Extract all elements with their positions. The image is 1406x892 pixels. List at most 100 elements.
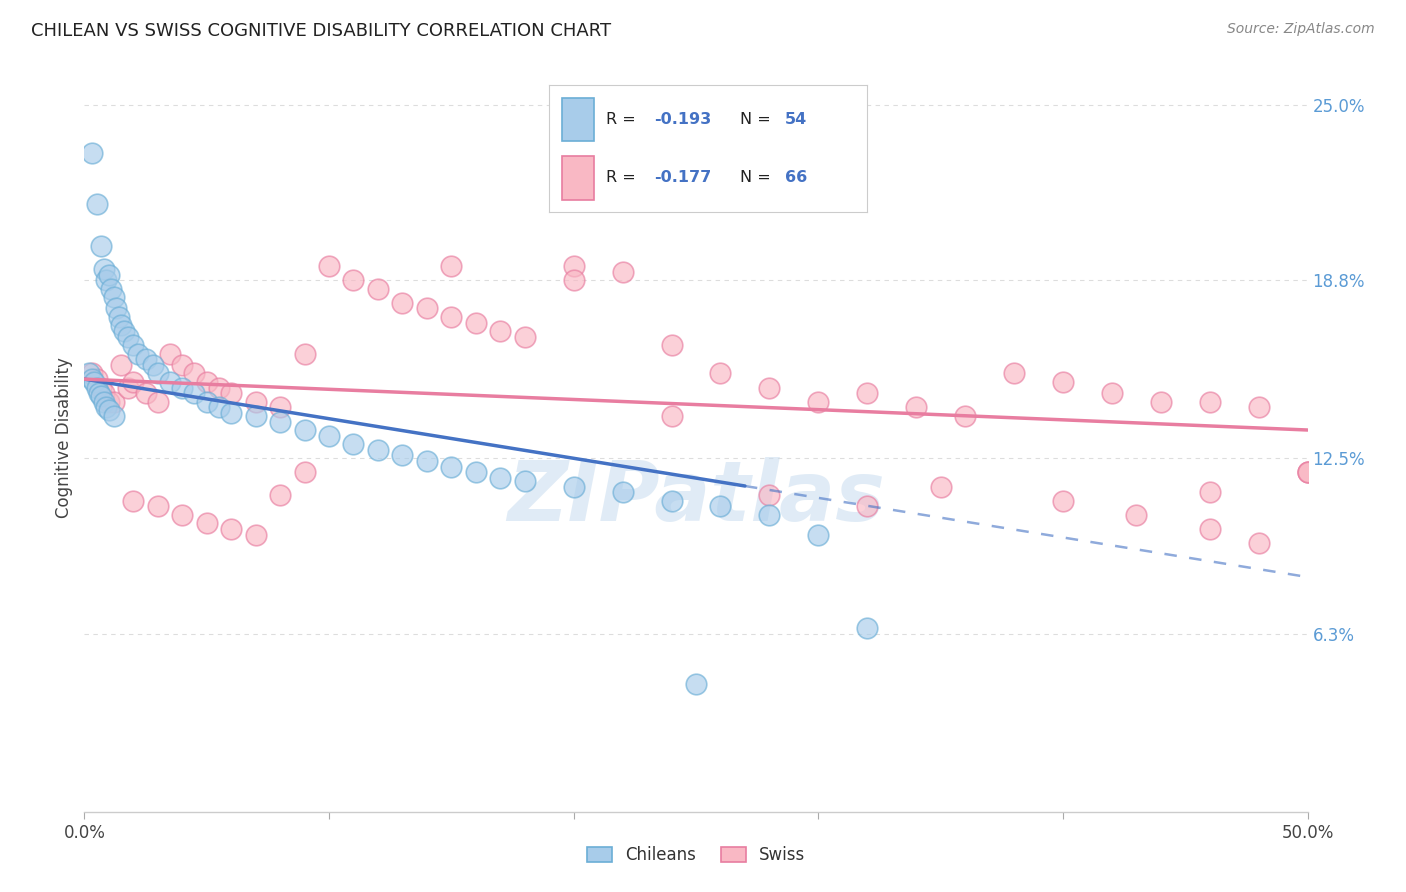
Point — [1101, 386, 1123, 401]
Point — [245, 394, 267, 409]
Point — [103, 394, 125, 409]
Point — [183, 367, 205, 381]
Point — [367, 442, 389, 457]
Point — [440, 310, 463, 324]
Point — [159, 375, 181, 389]
Point — [953, 409, 976, 423]
Point — [90, 389, 112, 403]
Point — [146, 394, 169, 409]
Point — [758, 508, 780, 522]
Point — [146, 367, 169, 381]
Point — [245, 527, 267, 541]
Point — [208, 381, 231, 395]
Point — [612, 485, 634, 500]
Point — [80, 145, 103, 160]
Point — [661, 493, 683, 508]
Point — [83, 375, 105, 389]
Point — [1125, 508, 1147, 522]
Point — [758, 381, 780, 395]
Point — [172, 508, 194, 522]
Point — [342, 437, 364, 451]
Point — [440, 459, 463, 474]
Point — [107, 310, 129, 324]
Point — [391, 295, 413, 310]
Point — [97, 394, 120, 409]
Point — [269, 415, 291, 429]
Point — [86, 381, 108, 395]
Point — [122, 375, 145, 389]
Point — [661, 409, 683, 423]
Point — [93, 394, 115, 409]
Point — [464, 466, 486, 480]
Point — [709, 500, 731, 514]
Point — [1052, 375, 1074, 389]
Point — [489, 324, 512, 338]
Point — [269, 401, 291, 415]
Point — [93, 386, 115, 401]
Point — [103, 409, 125, 423]
Point — [195, 394, 218, 409]
Point — [195, 375, 218, 389]
Point — [1052, 493, 1074, 508]
Point — [391, 449, 413, 463]
Point — [87, 386, 110, 401]
Point — [110, 358, 132, 372]
Point — [105, 301, 128, 316]
Point — [269, 488, 291, 502]
Point — [562, 259, 585, 273]
Point — [856, 621, 879, 635]
Point — [96, 401, 118, 415]
Point — [112, 324, 135, 338]
Point — [96, 273, 118, 287]
Point — [513, 474, 536, 488]
Point — [367, 282, 389, 296]
Point — [93, 261, 115, 276]
Point — [219, 386, 242, 401]
Point — [172, 358, 194, 372]
Point — [807, 394, 830, 409]
Point — [80, 372, 103, 386]
Point — [219, 406, 242, 420]
Point — [562, 273, 585, 287]
Point — [122, 493, 145, 508]
Point — [1198, 485, 1220, 500]
Point — [807, 527, 830, 541]
Point — [562, 479, 585, 493]
Point — [612, 265, 634, 279]
Point — [416, 301, 439, 316]
Legend: Chileans, Swiss: Chileans, Swiss — [579, 839, 813, 871]
Text: CHILEAN VS SWISS COGNITIVE DISABILITY CORRELATION CHART: CHILEAN VS SWISS COGNITIVE DISABILITY CO… — [31, 22, 612, 40]
Point — [135, 386, 157, 401]
Point — [294, 346, 316, 360]
Point — [86, 196, 108, 211]
Point — [127, 346, 149, 360]
Point — [90, 381, 112, 395]
Point — [709, 367, 731, 381]
Point — [1198, 522, 1220, 536]
Point — [464, 316, 486, 330]
Point — [342, 273, 364, 287]
Point — [685, 677, 707, 691]
Point — [856, 386, 879, 401]
Point — [135, 352, 157, 367]
Point — [183, 386, 205, 401]
Point — [77, 367, 100, 381]
Point — [1150, 394, 1173, 409]
Point — [513, 329, 536, 343]
Y-axis label: Cognitive Disability: Cognitive Disability — [55, 357, 73, 517]
Point — [294, 423, 316, 437]
Point — [80, 367, 103, 381]
Point — [195, 516, 218, 531]
Point — [103, 290, 125, 304]
Point — [294, 466, 316, 480]
Point — [117, 329, 139, 343]
Point — [1198, 394, 1220, 409]
Point — [1002, 367, 1025, 381]
Point — [1247, 536, 1270, 550]
Point — [208, 401, 231, 415]
Point — [245, 409, 267, 423]
Point — [905, 401, 928, 415]
Point — [122, 338, 145, 352]
Point — [86, 372, 108, 386]
Text: Source: ZipAtlas.com: Source: ZipAtlas.com — [1227, 22, 1375, 37]
